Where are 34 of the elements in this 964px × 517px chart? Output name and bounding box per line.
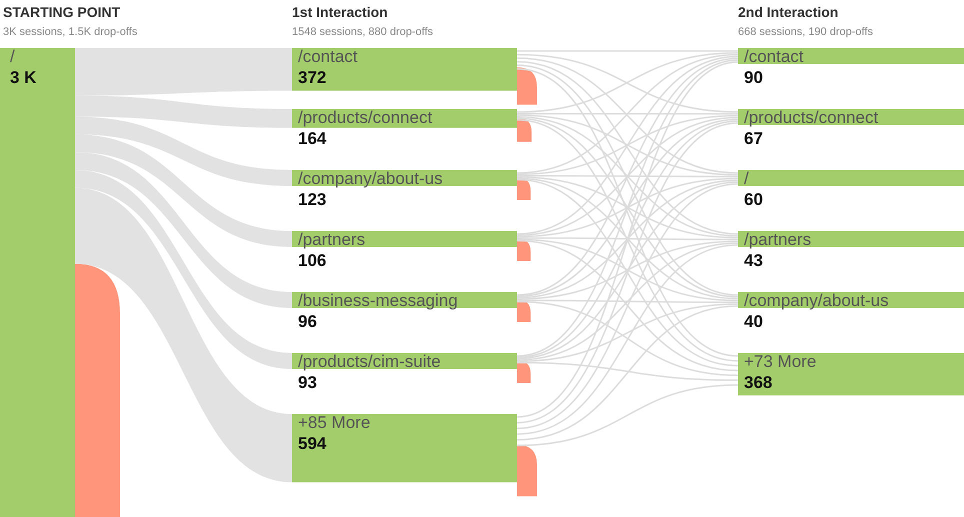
category-label: +85 More	[298, 413, 370, 432]
data-label: 594	[298, 434, 327, 454]
category-label: /products/connect	[298, 108, 432, 128]
category-label: /contact	[744, 47, 804, 66]
data-label: 40	[744, 312, 763, 332]
category-label: +73 More	[744, 352, 816, 372]
data-label: 60	[744, 190, 763, 210]
data-label: 93	[298, 373, 317, 392]
data-label: 96	[298, 312, 317, 332]
category-label: /products/cim-suite	[298, 352, 441, 372]
category-label: /products/connect	[744, 108, 878, 128]
data-label: 372	[298, 68, 326, 88]
category-label: /business-messaging	[298, 291, 458, 310]
text: 1st Interaction	[292, 4, 388, 20]
data-label: 3 K	[10, 68, 38, 88]
text: 2nd Interaction	[738, 4, 838, 20]
text: 668 sessions, 190 drop-offs	[738, 26, 874, 38]
category-label: /	[744, 169, 749, 188]
text: 3K sessions, 1.5K drop-offs	[3, 26, 138, 38]
data-label: 90	[744, 68, 763, 88]
category-label: /partners	[744, 230, 812, 250]
data-label: 67	[744, 129, 763, 148]
data-label: 368	[744, 373, 772, 392]
category-label: /company/about-us	[744, 291, 889, 310]
category-label: /company/about-us	[298, 169, 443, 188]
text: STARTING POINT	[3, 4, 121, 20]
data-label: 123	[298, 190, 326, 210]
category-label: /contact	[298, 47, 358, 66]
category-label: /partners	[298, 230, 366, 250]
data-label: 164	[298, 129, 327, 148]
data-label: 106	[298, 251, 326, 270]
data-label: 43	[744, 251, 763, 270]
category-label: /	[10, 47, 15, 66]
text: 1548 sessions, 880 drop-offs	[292, 26, 434, 38]
